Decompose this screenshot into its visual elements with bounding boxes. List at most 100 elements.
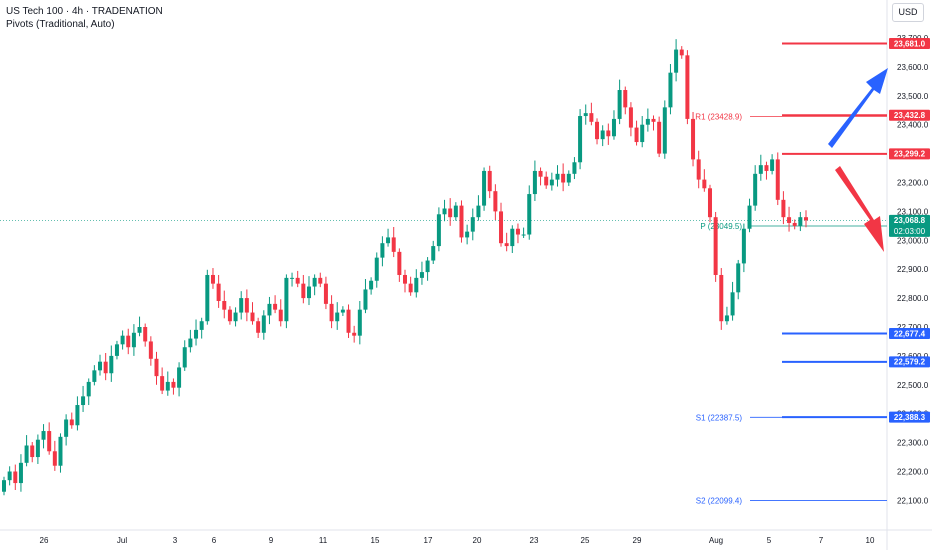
price-tick-label: 22,500.0	[897, 381, 929, 390]
candle-body	[194, 329, 199, 339]
candle-body	[177, 367, 182, 388]
time-tick-label: 6	[212, 536, 217, 545]
price-tick-label: 22,700.0	[897, 323, 929, 332]
support-price-label: 22,388.3	[894, 413, 926, 422]
candle-body	[380, 243, 385, 258]
candle-body	[515, 228, 520, 235]
pivot-label: S2 (22099.4)	[696, 497, 743, 506]
support-price-label-bg	[889, 328, 930, 340]
candle-body	[261, 315, 266, 333]
candle-body	[273, 303, 278, 310]
price-tick-label: 23,100.0	[897, 207, 929, 216]
candle-body	[493, 191, 498, 212]
candle-body	[798, 217, 803, 226]
candle-body	[566, 173, 571, 183]
candle-body	[329, 303, 334, 322]
last-price-label: 23,068.8	[894, 216, 926, 225]
candle-body	[352, 332, 357, 336]
candle-body	[24, 445, 29, 463]
resistance-price-label-bg	[889, 109, 930, 121]
resistance-price-label: 23,299.2	[894, 150, 926, 159]
candle-body	[165, 381, 170, 391]
candle-body	[148, 341, 153, 359]
candle-body	[391, 237, 396, 252]
candle-body	[600, 130, 605, 140]
time-tick-label: Aug	[709, 536, 723, 545]
candle-body	[137, 327, 142, 333]
support-price-label-bg	[889, 356, 930, 368]
candle-body	[363, 289, 368, 310]
candle-body	[634, 127, 639, 143]
currency-button[interactable]: USD	[892, 3, 924, 22]
candle-body	[419, 272, 424, 278]
candle-body	[284, 277, 289, 322]
candle-body	[267, 303, 272, 316]
candle-body	[453, 205, 458, 218]
time-tick-label: 9	[269, 536, 274, 545]
time-tick-label: 5	[767, 536, 772, 545]
chart-header: US Tech 100 · 4h · TRADENATION Pivots (T…	[6, 5, 163, 31]
candle-body	[120, 335, 125, 345]
support-price-label: 22,677.4	[894, 329, 926, 338]
candle-body	[753, 173, 758, 206]
time-tick-label: 17	[424, 536, 433, 545]
candle-body	[578, 116, 583, 163]
candle-body	[312, 277, 317, 287]
candle-body	[549, 179, 554, 186]
candle-body	[188, 338, 193, 348]
candle-body	[233, 312, 238, 322]
resistance-price-label: 23,432.8	[894, 111, 926, 120]
candle-body	[18, 462, 23, 484]
candle-body	[504, 243, 509, 247]
symbol-title[interactable]: US Tech 100 · 4h · TRADENATION	[6, 6, 163, 17]
price-tick-label: 22,100.0	[897, 496, 929, 505]
candle-body	[244, 298, 249, 313]
candle-body	[691, 118, 696, 160]
candle-body	[707, 188, 712, 218]
candle-body	[651, 118, 656, 122]
candle-body	[131, 332, 136, 348]
candle-body	[747, 205, 752, 229]
candle-body	[81, 396, 86, 406]
price-tick-label: 22,800.0	[897, 294, 929, 303]
candle-body	[386, 237, 391, 244]
candle-body	[431, 246, 436, 261]
candle-body	[357, 309, 362, 336]
candle-body	[713, 217, 718, 275]
candle-body	[487, 170, 492, 192]
candle-body	[335, 312, 340, 322]
time-tick-label: 23	[530, 536, 539, 545]
candle-body	[52, 451, 57, 466]
indicator-label[interactable]: Pivots (Traditional, Auto)	[6, 19, 115, 30]
candle-body	[340, 309, 345, 313]
candle-body	[476, 205, 481, 218]
candle-body	[595, 121, 600, 140]
candle-body	[222, 300, 227, 310]
candle-body	[86, 381, 91, 397]
candle-body	[103, 361, 108, 374]
candle-body	[436, 214, 441, 247]
candle-body	[724, 315, 729, 322]
candle-body	[109, 355, 114, 374]
candle-body	[787, 217, 792, 223]
up-arrow-icon	[828, 68, 888, 148]
candle-body	[674, 49, 679, 73]
candle-body	[470, 217, 475, 232]
resistance-price-label: 23,681.0	[894, 39, 926, 48]
pivot-label: P (23049.5)	[700, 222, 742, 231]
candle-body	[758, 165, 763, 174]
candle-body	[13, 471, 18, 484]
price-tick-label: 22,600.0	[897, 352, 929, 361]
candle-body	[764, 165, 769, 171]
candle-body	[408, 283, 413, 293]
candle-body	[510, 228, 515, 247]
candle-body	[561, 173, 566, 183]
candle-body	[623, 90, 628, 108]
candle-body	[527, 194, 532, 235]
candle-body	[702, 179, 707, 189]
price-tick-label: 22,200.0	[897, 468, 929, 477]
candle-body	[442, 208, 447, 215]
candle-body	[685, 55, 690, 119]
candle-body	[589, 113, 594, 122]
